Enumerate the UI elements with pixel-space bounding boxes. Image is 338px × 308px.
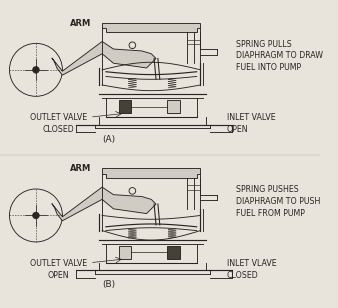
- Circle shape: [9, 43, 63, 96]
- Text: INLET VLAVE
CLOSED: INLET VLAVE CLOSED: [227, 259, 276, 280]
- Circle shape: [9, 189, 63, 242]
- Text: OUTLET VALVE
OPEN: OUTLET VALVE OPEN: [30, 259, 87, 280]
- FancyBboxPatch shape: [167, 100, 180, 113]
- Text: SPRING PULLS
DIAPHRAGM TO DRAW
FUEL INTO PUMP: SPRING PULLS DIAPHRAGM TO DRAW FUEL INTO…: [236, 40, 323, 72]
- Text: ARM: ARM: [70, 19, 91, 28]
- Text: INLET VALVE
OPEN: INLET VALVE OPEN: [227, 113, 275, 134]
- FancyBboxPatch shape: [167, 246, 180, 259]
- Polygon shape: [102, 22, 200, 32]
- Circle shape: [129, 42, 136, 49]
- Polygon shape: [102, 168, 200, 178]
- Circle shape: [129, 188, 136, 194]
- Text: ARM: ARM: [70, 164, 91, 173]
- Circle shape: [32, 67, 39, 73]
- Text: SPRING PUSHES
DIAPHRAGM TO PUSH
FUEL FROM PUMP: SPRING PUSHES DIAPHRAGM TO PUSH FUEL FRO…: [236, 185, 321, 218]
- Polygon shape: [52, 42, 156, 75]
- Text: (A): (A): [102, 135, 115, 144]
- Polygon shape: [52, 187, 156, 221]
- FancyBboxPatch shape: [119, 246, 131, 259]
- Text: OUTLET VALVE
CLOSED: OUTLET VALVE CLOSED: [30, 113, 87, 134]
- FancyBboxPatch shape: [119, 100, 131, 113]
- Text: (B): (B): [102, 280, 115, 289]
- Circle shape: [32, 212, 39, 219]
